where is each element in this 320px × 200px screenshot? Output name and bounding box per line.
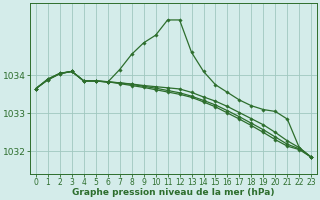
- X-axis label: Graphe pression niveau de la mer (hPa): Graphe pression niveau de la mer (hPa): [72, 188, 275, 197]
